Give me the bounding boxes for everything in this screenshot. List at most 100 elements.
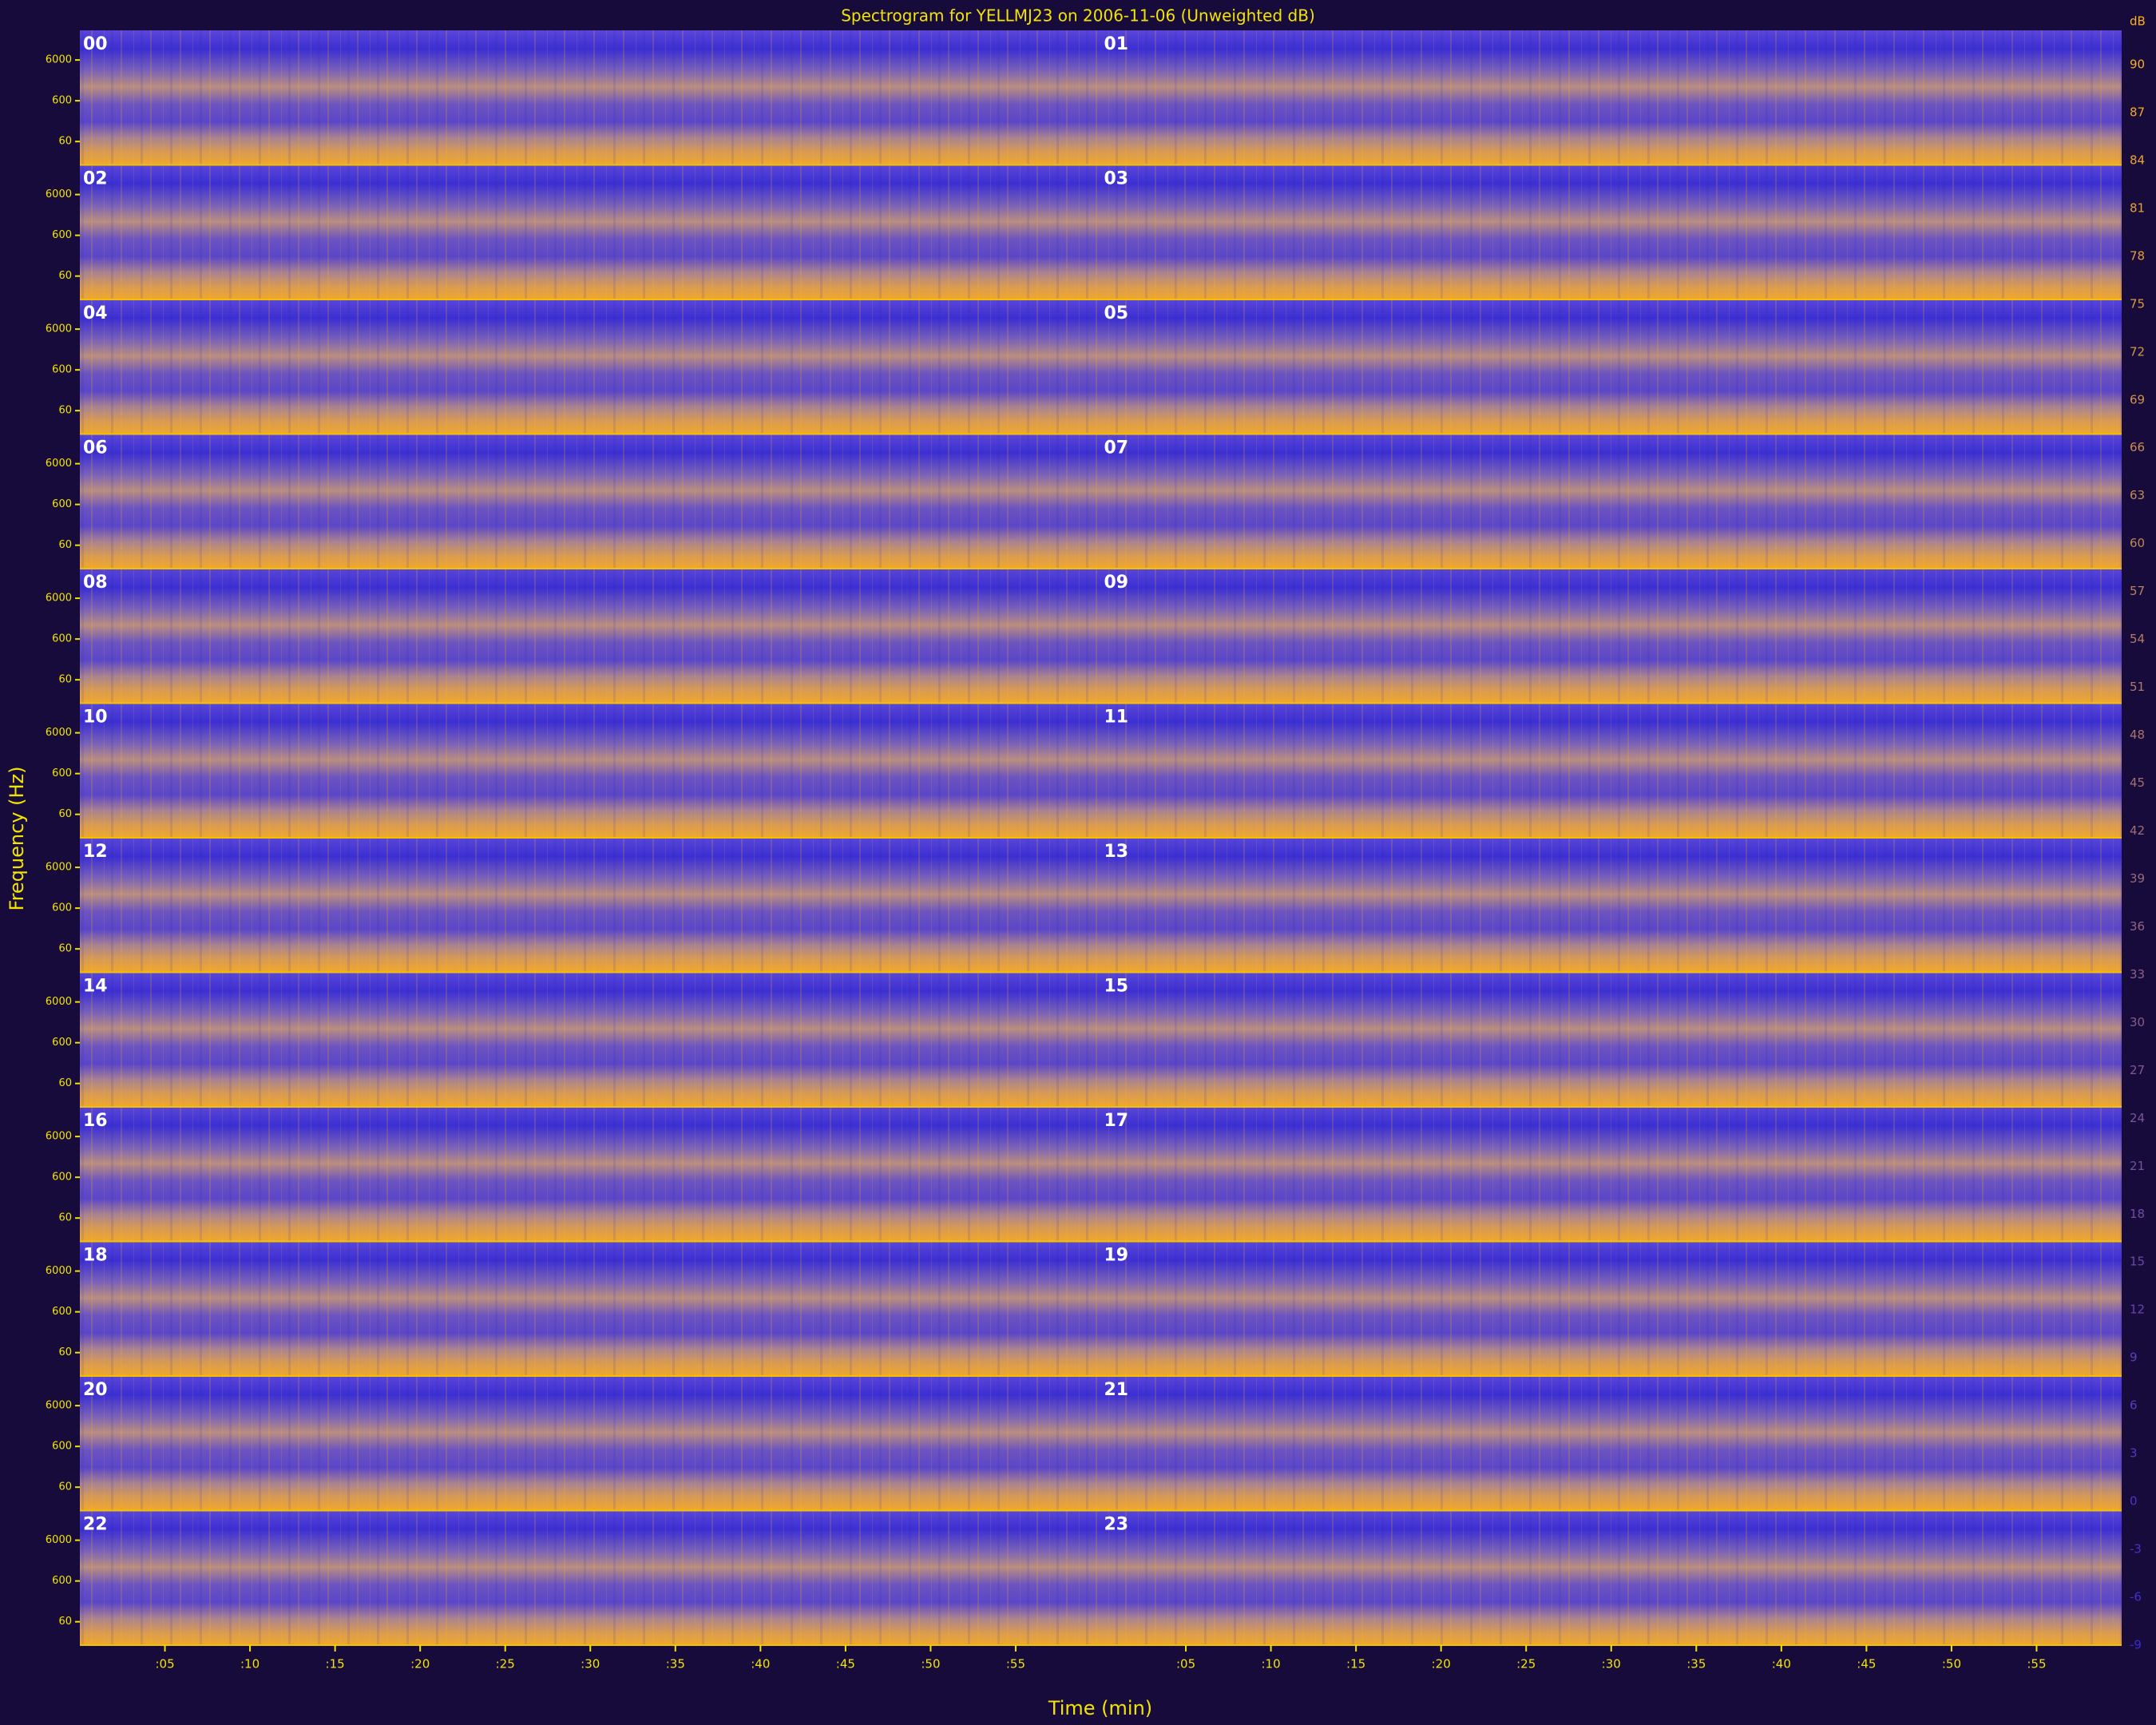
x-tick-label: :45 xyxy=(836,1657,855,1671)
y-tick-label: 600 xyxy=(52,95,72,107)
colorbar-tick-label: 75 xyxy=(2130,296,2145,311)
y-tick-label: 600 xyxy=(52,1575,72,1587)
colorbar-tick-label: 66 xyxy=(2130,440,2145,454)
hour-label: 17 xyxy=(1104,1111,1129,1131)
spectrogram-texture xyxy=(80,299,1101,434)
hour-label: 01 xyxy=(1104,34,1129,54)
y-tick-label: 6000 xyxy=(46,1265,72,1277)
colorbar-tick-label: 12 xyxy=(2130,1303,2145,1317)
y-tick-label: 6000 xyxy=(46,727,72,739)
colorbar-tick-label: 54 xyxy=(2130,632,2145,646)
colorbar-tick-label: 45 xyxy=(2130,775,2145,790)
hour-label: 19 xyxy=(1104,1246,1129,1266)
y-tick-label: 6000 xyxy=(46,1400,72,1412)
hour-label: 21 xyxy=(1104,1380,1129,1400)
hour-label: 03 xyxy=(1104,169,1129,189)
x-tick-label: :25 xyxy=(1516,1657,1536,1671)
y-tick-label: 60 xyxy=(58,405,72,417)
colorbar-tick-label: 39 xyxy=(2130,871,2145,886)
hour-label: 22 xyxy=(83,1515,108,1535)
x-tick-label: :15 xyxy=(1346,1657,1365,1671)
y-tick-label: 6000 xyxy=(46,323,72,335)
colorbar-label: dB xyxy=(2130,14,2146,29)
y-tick-label: 6000 xyxy=(46,862,72,874)
colorbar-tick-label: 81 xyxy=(2130,200,2145,215)
y-tick-label: 600 xyxy=(52,1037,72,1049)
y-tick-label: 600 xyxy=(52,1306,72,1318)
hour-label: 09 xyxy=(1104,573,1129,593)
x-tick-label: :30 xyxy=(1602,1657,1621,1671)
hour-label: 16 xyxy=(83,1111,108,1131)
hour-label: 12 xyxy=(83,842,108,862)
x-tick-label: :50 xyxy=(921,1657,940,1671)
colorbar-tick-label: 3 xyxy=(2130,1446,2138,1461)
hour-label: 18 xyxy=(83,1246,108,1266)
x-axis-label: Time (min) xyxy=(1048,1697,1152,1719)
x-tick-label: :10 xyxy=(1262,1657,1281,1671)
colorbar-tick-label: 24 xyxy=(2130,1111,2145,1125)
x-tick-label: :50 xyxy=(1942,1657,1961,1671)
spectrogram-texture xyxy=(80,1241,1101,1376)
x-tick-label: :10 xyxy=(240,1657,260,1671)
hour-label: 14 xyxy=(83,977,108,997)
hour-label: 00 xyxy=(83,34,108,54)
hour-label: 10 xyxy=(83,708,108,728)
x-tick-label: :15 xyxy=(326,1657,345,1671)
x-tick-label: :05 xyxy=(1176,1657,1195,1671)
colorbar-tick-label: -9 xyxy=(2130,1638,2142,1652)
y-tick-label: 600 xyxy=(52,229,72,241)
y-tick-label: 60 xyxy=(58,270,72,282)
spectrogram-texture xyxy=(1100,1510,2122,1645)
x-tick-label: :25 xyxy=(496,1657,515,1671)
x-tick-label: :05 xyxy=(155,1657,174,1671)
colorbar-tick-label: 60 xyxy=(2130,536,2145,550)
colorbar-tick-label: 21 xyxy=(2130,1159,2145,1173)
hour-label: 23 xyxy=(1104,1515,1129,1535)
y-tick-label: 600 xyxy=(52,498,72,510)
x-tick-label: :35 xyxy=(1686,1657,1706,1671)
spectrogram-texture xyxy=(1100,1376,2122,1511)
y-tick-label: 600 xyxy=(52,1441,72,1453)
spectrogram-texture xyxy=(80,434,1101,569)
spectrogram-texture xyxy=(1100,434,2122,569)
colorbar-tick-label: 51 xyxy=(2130,680,2145,694)
x-tick-label: :55 xyxy=(2027,1657,2046,1671)
spectrogram-texture xyxy=(80,838,1101,973)
y-tick-label: 600 xyxy=(52,902,72,914)
spectrogram-texture xyxy=(1100,703,2122,838)
y-tick-label: 600 xyxy=(52,364,72,376)
colorbar-tick-label: 15 xyxy=(2130,1255,2145,1269)
colorbar-tick-label: 57 xyxy=(2130,584,2145,598)
spectrogram-texture xyxy=(80,30,1101,165)
y-tick-label: 6000 xyxy=(46,1131,72,1143)
colorbar-tick-label: 78 xyxy=(2130,248,2145,263)
colorbar-tick-label: -6 xyxy=(2130,1590,2142,1604)
spectrogram-texture xyxy=(1100,972,2122,1107)
spectrogram-texture xyxy=(80,1376,1101,1511)
y-tick-label: 60 xyxy=(58,539,72,551)
x-tick-label: :40 xyxy=(1772,1657,1791,1671)
colorbar-tick-label: 30 xyxy=(2130,1015,2145,1029)
colorbar-tick-label: 6 xyxy=(2130,1398,2138,1413)
spectrogram-texture xyxy=(1100,838,2122,973)
y-tick-label: 600 xyxy=(52,767,72,779)
hour-label: 06 xyxy=(83,438,108,458)
hour-label: 04 xyxy=(83,303,108,323)
x-tick-label: :40 xyxy=(751,1657,770,1671)
hour-label: 08 xyxy=(83,573,108,593)
y-tick-label: 60 xyxy=(58,1077,72,1089)
hour-label: 11 xyxy=(1104,708,1129,728)
spectrogram-texture xyxy=(80,165,1101,299)
y-tick-label: 60 xyxy=(58,1616,72,1628)
x-tick-label: :35 xyxy=(666,1657,685,1671)
colorbar-tick-label: 18 xyxy=(2130,1207,2145,1221)
hour-label: 05 xyxy=(1104,303,1129,323)
spectrogram-texture xyxy=(80,1107,1101,1242)
spectrogram-texture xyxy=(80,1510,1101,1645)
chart-title: Spectrogram for YELLMJ23 on 2006-11-06 (… xyxy=(841,6,1315,26)
spectrogram-texture xyxy=(80,569,1101,704)
y-tick-label: 60 xyxy=(58,136,72,148)
y-tick-label: 60 xyxy=(58,1212,72,1224)
y-tick-label: 6000 xyxy=(46,188,72,200)
